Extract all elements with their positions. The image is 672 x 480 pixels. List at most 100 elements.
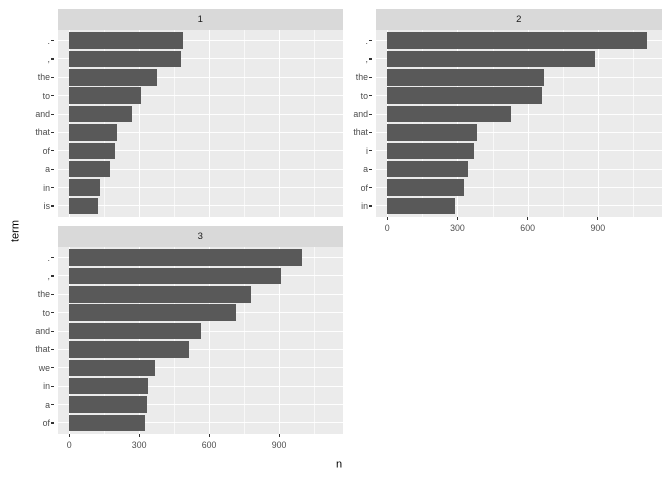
y-tick-mark: [51, 293, 55, 295]
bar: [387, 124, 478, 141]
y-tick-mark: [51, 205, 55, 207]
x-tick-label: 600: [201, 439, 217, 450]
gridline-major-x: [279, 246, 281, 434]
y-tick-label: i: [366, 145, 368, 156]
gridline-minor-x: [632, 29, 634, 217]
gridline-major-y: [58, 113, 343, 115]
y-tick-mark: [51, 385, 55, 387]
x-tick-mark: [386, 217, 388, 221]
y-tick-label: to: [42, 90, 50, 101]
y-tick-mark: [51, 330, 55, 332]
gridline-major-y: [58, 187, 343, 189]
bar: [69, 267, 282, 285]
x-tick-label: 0: [66, 439, 72, 450]
y-tick-label: the: [37, 289, 50, 300]
gridline-minor-x: [244, 246, 246, 434]
facet-strip-label: 1: [197, 13, 203, 25]
bar: [387, 197, 456, 215]
x-tick-mark: [138, 434, 140, 438]
bar: [387, 142, 474, 160]
bar: [387, 69, 544, 86]
gridline-major-x: [279, 29, 281, 217]
facet-panel: [58, 246, 343, 434]
bar: [69, 304, 236, 321]
x-tick-mark: [278, 434, 280, 438]
x-tick-mark: [68, 434, 70, 438]
bar: [387, 50, 596, 68]
bar: [387, 32, 647, 49]
gridline-minor-x: [244, 29, 246, 217]
y-tick-mark: [51, 187, 55, 189]
bar: [69, 359, 156, 377]
y-tick-mark: [369, 58, 373, 60]
gridline-minor-x: [422, 29, 424, 217]
y-tick-mark: [51, 348, 55, 351]
x-tick-mark: [527, 217, 529, 221]
y-tick-mark: [51, 58, 55, 60]
y-tick-label: and: [35, 326, 50, 337]
x-tick-mark: [208, 434, 210, 438]
facet-strip: 2: [376, 9, 662, 30]
y-tick-mark: [369, 187, 373, 189]
facet-strip-label: 2: [516, 13, 522, 25]
y-tick-mark: [369, 113, 373, 115]
y-axis-title: term: [9, 220, 22, 242]
bar: [69, 69, 157, 86]
y-tick-mark: [51, 131, 55, 134]
gridline-major-y: [58, 348, 343, 350]
bar: [69, 377, 149, 395]
gridline-major-x: [597, 29, 599, 217]
bar: [69, 179, 100, 196]
gridline-major-y: [58, 404, 343, 406]
y-tick-label: .: [47, 35, 50, 46]
y-tick-label: in: [43, 381, 50, 392]
gridline-major-y: [376, 168, 662, 170]
bar: [387, 87, 542, 104]
y-tick-label: is: [43, 200, 50, 211]
y-tick-label: of: [42, 417, 50, 428]
bar: [387, 179, 465, 196]
bar: [69, 87, 142, 104]
gridline-minor-x: [562, 29, 564, 217]
y-tick-mark: [369, 168, 373, 170]
x-tick-label: 300: [450, 222, 465, 233]
x-tick-label: 900: [271, 439, 287, 450]
gridline-major-x: [457, 29, 459, 217]
bar: [69, 124, 117, 141]
y-tick-mark: [51, 95, 55, 97]
y-tick-mark: [51, 76, 55, 78]
gridline-major-y: [58, 76, 343, 78]
y-tick-mark: [369, 131, 373, 134]
gridline-major-y: [58, 367, 343, 369]
x-tick-label: 300: [131, 439, 147, 450]
facet-strip-label: 3: [197, 230, 203, 242]
bar: [69, 50, 182, 68]
y-tick-label: that: [35, 344, 50, 355]
gridline-major-x: [139, 246, 141, 434]
y-tick-label: to: [360, 90, 368, 101]
y-tick-label: in: [361, 200, 368, 211]
gridline-major-x: [139, 29, 141, 217]
y-tick-label: a: [363, 164, 368, 175]
y-tick-label: and: [35, 109, 50, 120]
y-tick-label: we: [38, 362, 50, 373]
x-tick-mark: [456, 217, 459, 221]
gridline-major-y: [376, 205, 662, 207]
x-tick-label: 0: [384, 222, 390, 233]
gridline-major-x: [209, 246, 211, 434]
bar: [387, 105, 512, 123]
y-tick-mark: [369, 40, 373, 42]
bar: [69, 142, 115, 160]
x-tick-label: 600: [520, 222, 535, 233]
gridline-minor-x: [492, 29, 494, 217]
gridline-major-y: [58, 168, 343, 170]
y-tick-mark: [51, 312, 55, 314]
bar: [69, 32, 184, 49]
gridline-major-y: [58, 40, 343, 42]
y-tick-mark: [51, 168, 55, 170]
y-tick-label: .: [365, 35, 368, 46]
y-tick-label: the: [37, 72, 50, 83]
facet-panel: [58, 29, 343, 217]
bar: [69, 396, 148, 413]
